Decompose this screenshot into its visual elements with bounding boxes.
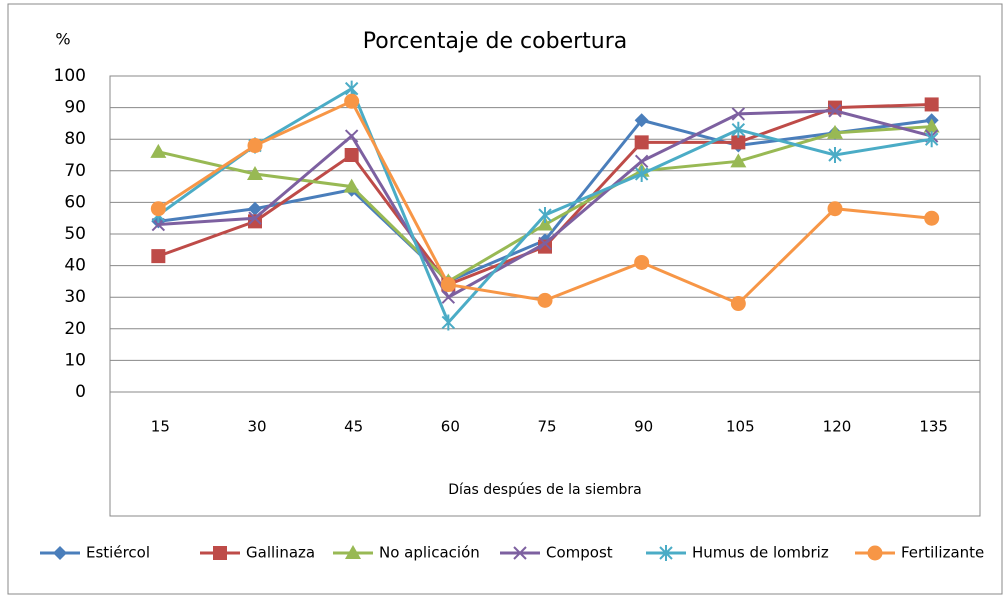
- point: [537, 292, 553, 308]
- point: [150, 201, 166, 217]
- legend-label: Gallinaza: [246, 544, 315, 562]
- point: [248, 201, 262, 216]
- point: [537, 216, 553, 231]
- point: [344, 93, 360, 109]
- point: [247, 138, 263, 154]
- point: [538, 207, 552, 224]
- y-tick-label: 30: [64, 287, 86, 307]
- x-tick-label: 135: [919, 418, 948, 436]
- point: [731, 135, 746, 150]
- legend-label: No aplicación: [379, 544, 480, 562]
- x-tick-label: 105: [726, 418, 755, 436]
- point: [924, 131, 939, 148]
- y-tick-label: 10: [64, 350, 86, 370]
- point: [828, 147, 842, 163]
- chart-frame: [7, 3, 1003, 595]
- y-tick-label: 20: [64, 319, 86, 339]
- legend-label: Fertilizante: [901, 544, 984, 562]
- x-tick-label: 120: [823, 418, 852, 436]
- point: [441, 290, 456, 304]
- legend-marker: [345, 545, 361, 559]
- point: [151, 217, 166, 232]
- y-tick-label: 40: [64, 256, 86, 276]
- point: [151, 249, 166, 264]
- legend-label: Estiércol: [86, 544, 150, 562]
- legend-marker: [659, 545, 673, 561]
- point: [248, 211, 262, 225]
- y-tick-label: 90: [64, 98, 86, 118]
- point: [344, 129, 359, 143]
- point: [730, 153, 747, 168]
- legend-marker: [213, 546, 227, 560]
- point: [731, 107, 746, 121]
- x-tick-label: 30: [247, 418, 266, 436]
- y-axis-label: %: [55, 30, 70, 49]
- point: [344, 148, 359, 162]
- point: [827, 124, 843, 139]
- point: [634, 113, 649, 128]
- legend-marker: [867, 545, 883, 561]
- y-tick-label: 100: [54, 66, 86, 86]
- point: [634, 165, 649, 182]
- point: [634, 135, 649, 150]
- point: [343, 178, 360, 193]
- legend-marker: [53, 546, 67, 560]
- y-tick-label: 0: [75, 382, 86, 402]
- x-tick-label: 90: [634, 418, 653, 436]
- point: [538, 239, 552, 254]
- point: [150, 143, 167, 158]
- point: [731, 121, 746, 138]
- point: [247, 165, 263, 180]
- x-tick-label: 15: [151, 418, 170, 436]
- y-tick-label: 50: [64, 224, 86, 244]
- point: [923, 118, 940, 133]
- point: [730, 296, 746, 312]
- y-tick-label: 70: [64, 161, 86, 181]
- point: [827, 201, 843, 217]
- y-tick-label: 60: [64, 192, 86, 212]
- point: [634, 154, 649, 169]
- point: [924, 210, 940, 226]
- point: [634, 254, 650, 270]
- legend-label: Humus de lombriz: [692, 544, 829, 562]
- point: [441, 314, 456, 331]
- point: [828, 104, 842, 118]
- point: [924, 97, 939, 112]
- point: [538, 236, 552, 251]
- chart-title: Porcentaje de cobertura: [363, 29, 628, 54]
- legend-marker: [513, 546, 527, 560]
- y-tick-label: 80: [64, 129, 86, 149]
- x-tick-label: 75: [537, 418, 556, 436]
- x-tick-label: 45: [344, 418, 363, 436]
- legend-label: Compost: [546, 544, 613, 562]
- point: [440, 277, 456, 293]
- x-tick-label: 60: [441, 418, 460, 436]
- x-axis-label: Días despúes de la siembra: [448, 482, 641, 498]
